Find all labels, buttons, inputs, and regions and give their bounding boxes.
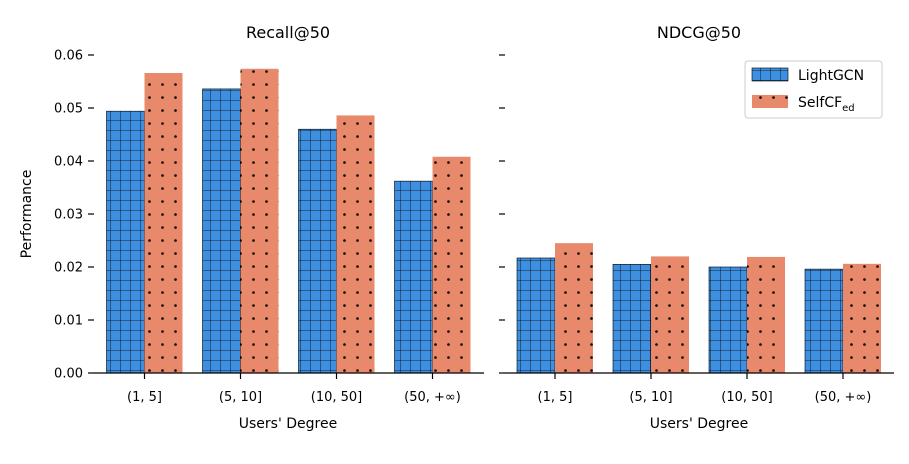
bar-lightgcn: [804, 268, 844, 374]
x-tick-label: (5, 10]: [629, 390, 672, 405]
y-tick-label: 0.01: [54, 314, 83, 329]
legend-swatch-lightgcn: [751, 67, 789, 82]
bar-selfcf: [144, 73, 183, 374]
legend-swatch-selfcf: [752, 95, 788, 108]
bar-selfcf: [336, 115, 375, 374]
x-tick-label: (50, +∞): [404, 390, 461, 405]
bar-selfcf: [651, 256, 689, 373]
ndcg-panel-title: NDCG@50: [657, 23, 741, 42]
y-tick-label: 0.06: [54, 49, 83, 64]
bar-selfcf: [240, 68, 279, 373]
recall-panel: Recall@50 0.00 0.01 0.02 0.03 0.04 0.05 0.06 (…: [19, 23, 484, 432]
bar-lightgcn: [516, 257, 556, 374]
x-tick-label: (1, 5]: [127, 390, 162, 405]
y-tick-label: 0.00: [54, 367, 83, 382]
x-tick-label: (1, 5]: [538, 390, 573, 405]
ndcg-y-axis: [499, 54, 505, 374]
bar-lightgcn: [298, 128, 337, 374]
bar-selfcf: [747, 256, 785, 373]
ndcg-bars: [516, 243, 881, 374]
x-tick-label: (50, +∞): [815, 390, 872, 405]
bar-selfcf: [432, 156, 471, 373]
bar-lightgcn: [708, 266, 748, 374]
recall-x-axis: (1, 5] (5, 10] (10, 50] (50, +∞): [127, 373, 461, 405]
legend: LightGCN SelfCFed: [744, 60, 883, 119]
recall-bars: [106, 68, 471, 374]
legend-label-lightgcn: LightGCN: [798, 68, 864, 84]
y-tick-label: 0.05: [54, 102, 83, 117]
y-tick-label: 0.04: [54, 155, 83, 170]
legend-label-selfcf: SelfCFed: [798, 95, 855, 114]
bar-selfcf: [843, 263, 881, 373]
bar-lightgcn: [106, 110, 145, 374]
x-tick-label: (10, 50]: [311, 390, 363, 405]
bar-lightgcn: [202, 88, 241, 374]
ndcg-x-axis: (1, 5] (5, 10] (10, 50] (50, +∞): [538, 373, 872, 405]
bar-lightgcn: [612, 264, 652, 374]
y-tick-label: 0.02: [54, 261, 83, 276]
bar-selfcf: [555, 243, 593, 373]
x-tick-label: (5, 10]: [219, 390, 262, 405]
recall-y-axis: 0.00 0.01 0.02 0.03 0.04 0.05 0.06: [54, 49, 94, 382]
ndcg-x-axis-title: Users' Degree: [650, 416, 748, 432]
recall-panel-title: Recall@50: [246, 23, 330, 42]
y-tick-label: 0.03: [54, 208, 83, 223]
ndcg-panel: NDCG@50 (1, 5] (5, 10] (10, 50] (50, +∞) Us…: [499, 23, 894, 432]
recall-x-axis-title: Users' Degree: [239, 416, 337, 432]
bar-lightgcn: [394, 180, 433, 374]
y-axis-title: Performance: [19, 170, 35, 259]
x-tick-label: (10, 50]: [721, 390, 773, 405]
